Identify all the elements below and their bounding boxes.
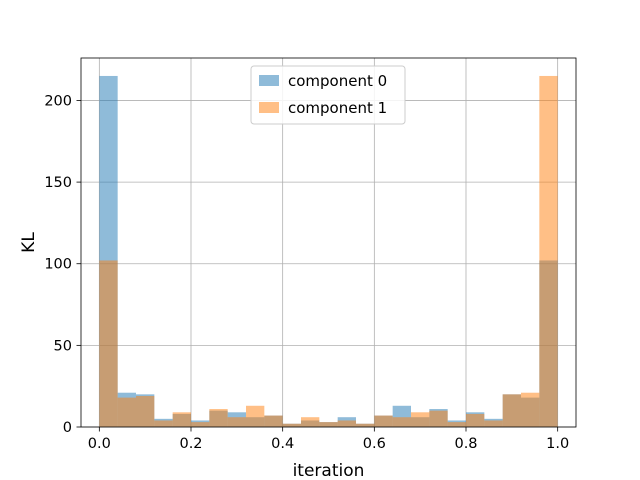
bar-series1-bin19 xyxy=(447,422,466,427)
x-tick-label-2: 0.4 xyxy=(271,436,294,452)
bar-series1-bin7 xyxy=(227,417,246,427)
legend: component 0 component 1 xyxy=(250,65,406,125)
bar-series1-bin24 xyxy=(539,75,558,427)
legend-label-0: component 0 xyxy=(288,72,387,90)
bar-series1-bin16 xyxy=(392,417,411,427)
bar-series1-bin14 xyxy=(356,423,375,427)
y-tick-label-4: 200 xyxy=(44,93,72,109)
y-tick-label-2: 100 xyxy=(44,257,72,273)
bar-series1-bin22 xyxy=(502,394,521,427)
histogram-bars xyxy=(99,75,558,427)
x-tick-label-5: 1.0 xyxy=(546,436,569,452)
bar-series1-bin6 xyxy=(209,409,228,427)
axes xyxy=(80,57,577,428)
x-axis-label: iteration xyxy=(293,461,365,480)
bar-series1-bin4 xyxy=(172,412,191,427)
y-tick-label-3: 150 xyxy=(44,175,72,191)
bar-series1-bin0 xyxy=(99,260,118,427)
bar-series1-bin20 xyxy=(466,413,485,427)
bar-series1-bin12 xyxy=(319,422,338,427)
tick-marks: 0.0 0.2 0.4 0.6 0.8 1.0 0 50 100 150 200 xyxy=(44,93,569,452)
bar-series1-bin11 xyxy=(301,417,320,427)
y-tick-label-0: 0 xyxy=(63,420,72,436)
bar-series1-bin17 xyxy=(411,412,430,427)
bar-series1-bin15 xyxy=(374,415,393,427)
legend-swatch-0 xyxy=(259,75,279,86)
bar-series1-bin13 xyxy=(337,420,356,427)
bar-series1-bin10 xyxy=(282,423,301,427)
bar-series1-bin3 xyxy=(154,420,173,427)
x-tick-label-4: 0.8 xyxy=(454,436,477,452)
bar-series1-bin8 xyxy=(246,405,265,427)
bar-series1-bin5 xyxy=(191,422,210,427)
plot-frame xyxy=(80,57,577,428)
bar-series1-bin9 xyxy=(264,415,283,427)
bar-series1-bin21 xyxy=(484,420,503,427)
bar-series1-bin2 xyxy=(136,395,155,427)
y-tick-label-1: 50 xyxy=(54,338,72,354)
y-axis-label: KL xyxy=(19,232,39,253)
legend-label-1: component 1 xyxy=(288,99,387,117)
x-tick-label-0: 0.0 xyxy=(88,436,111,452)
legend-box xyxy=(250,65,406,125)
bar-series1-bin1 xyxy=(117,397,136,427)
bar-series1-bin23 xyxy=(521,392,540,427)
x-tick-label-3: 0.6 xyxy=(363,436,386,452)
bar-series1-bin18 xyxy=(429,410,448,427)
legend-swatch-1 xyxy=(259,102,279,113)
x-tick-label-1: 0.2 xyxy=(179,436,202,452)
